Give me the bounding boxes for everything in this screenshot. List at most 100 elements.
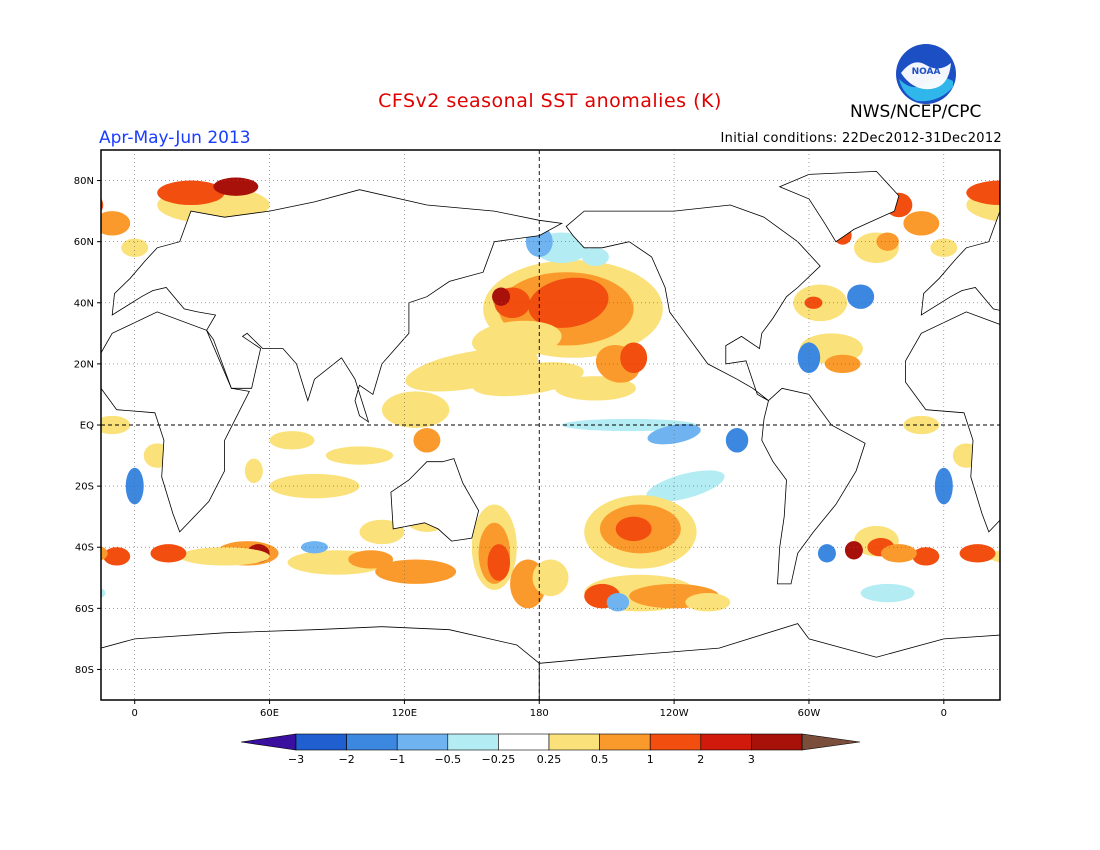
lat-tick-label: 80S	[75, 665, 94, 676]
anomaly-patch	[375, 559, 457, 584]
colorbar-bin	[346, 733, 398, 751]
anomaly-patch	[325, 446, 394, 465]
lat-tick-label: EQ	[80, 421, 94, 432]
anomaly-patch	[38, 284, 65, 308]
land-australia	[390, 458, 480, 542]
colorbar-label: 3	[748, 753, 755, 766]
chart-title: CFSv2 seasonal SST anomalies (K)	[378, 90, 722, 112]
colorbar-bin	[498, 733, 550, 751]
colorbar-bin	[751, 733, 803, 751]
land-antarctica	[538, 623, 1000, 700]
anomaly-patch	[36, 541, 54, 559]
anomaly-patch	[9, 544, 27, 562]
anomaly-patch	[0, 343, 11, 374]
anomaly-patch	[903, 211, 940, 236]
anomaly-patch	[269, 431, 315, 450]
land-antarctica	[101, 626, 540, 700]
anomaly-patch	[606, 593, 630, 612]
anomaly-patch	[847, 284, 875, 309]
anomaly-patch	[532, 559, 569, 597]
colorbar-label: −2	[338, 753, 354, 766]
land-greenland	[778, 170, 900, 243]
anomaly-patch	[179, 547, 270, 566]
anomaly-patch	[213, 177, 259, 196]
colorbar-label: 0.5	[591, 753, 609, 766]
colorbar-bin	[700, 733, 752, 751]
lon-tick-label: 0	[132, 708, 138, 719]
anomaly-patch	[101, 198, 104, 212]
land-africa	[101, 311, 250, 533]
noaa-logo: NOAA	[896, 44, 956, 104]
lat-tick-label: 40N	[74, 298, 94, 309]
organization-label: NWS/NCEP/CPC	[850, 102, 982, 122]
lat-tick-label: 80N	[74, 176, 94, 187]
anomaly-patch	[966, 180, 1000, 205]
anomaly-patch	[121, 238, 149, 257]
colorbar-label: −3	[288, 753, 304, 766]
anomaly-patch	[25, 226, 43, 244]
anomaly-patch	[492, 287, 511, 306]
lat-tick-label: 20N	[74, 359, 94, 370]
anomaly-patch	[880, 544, 917, 563]
colorbar-label: 2	[697, 753, 704, 766]
anomaly-patch	[797, 342, 821, 374]
anomaly-patch	[381, 391, 450, 429]
colorbar-label: −1	[389, 753, 405, 766]
gridlines	[101, 150, 1000, 700]
anomaly-patch	[620, 342, 648, 374]
lat-tick-label: 60S	[75, 604, 94, 615]
anomaly-patch	[930, 238, 958, 257]
anomaly-patch	[876, 232, 899, 251]
anomaly-patch	[912, 547, 940, 566]
anomaly-patch	[817, 544, 836, 563]
anomaly-patch	[150, 544, 187, 563]
anomaly-patch	[725, 428, 749, 453]
anomaly-patch	[685, 593, 731, 612]
colorbar-label: 1	[647, 753, 654, 766]
land-south-america	[0, 388, 56, 584]
lon-tick-label: 0	[941, 708, 947, 719]
anomaly-patch	[824, 354, 861, 374]
anomaly-patch	[101, 546, 108, 561]
anomaly-patch	[405, 348, 539, 392]
forecast-period: Apr-May-Jun 2013	[99, 128, 251, 148]
anomaly-patch	[103, 547, 131, 566]
lat-tick-label: 60N	[74, 237, 94, 248]
colorbar-label: −0.25	[482, 753, 516, 766]
colorbar-bin	[548, 733, 600, 751]
anomaly-patch	[348, 550, 394, 569]
anomaly-patch	[101, 211, 131, 236]
colorbar-bin	[649, 733, 702, 751]
colorbar-bin	[599, 733, 651, 751]
anomaly-patch	[615, 516, 652, 542]
land-eurasia	[920, 210, 1000, 316]
colorbar-high-arrow	[801, 733, 861, 751]
anomaly-patch	[860, 583, 915, 603]
lon-tick-label: 120W	[660, 708, 689, 719]
lon-tick-label: 180	[530, 708, 549, 719]
anomaly-patch	[413, 428, 441, 453]
lat-tick-label: 40S	[75, 543, 94, 554]
land-eurasia	[111, 189, 563, 423]
colorbar-bin	[396, 733, 449, 751]
colorbar-label: −0.5	[434, 753, 461, 766]
lon-tick-label: 60E	[260, 708, 279, 719]
colorbar-bin	[295, 733, 347, 751]
colorbar: −3 −2 −1 −0.5 −0.25 0.25 0.5 1 2 3	[240, 733, 861, 766]
anomaly-patch	[487, 544, 511, 581]
anomaly-patch	[16, 355, 52, 373]
anomaly-patch	[101, 587, 106, 599]
land-africa	[905, 311, 1000, 533]
anomaly-patch	[959, 544, 996, 563]
anomaly-patch	[581, 247, 609, 267]
initial-conditions: Initial conditions: 22Dec2012-31Dec2012	[720, 131, 1002, 146]
colorbar-label: 0.25	[537, 753, 562, 766]
lon-tick-label: 120E	[392, 708, 417, 719]
anomaly-patch	[0, 297, 13, 309]
colorbar-bin	[447, 733, 499, 751]
anomaly-patch	[269, 473, 360, 499]
anomaly-patch	[301, 541, 328, 554]
anomaly-patch	[528, 277, 609, 328]
colorbar-low-arrow	[240, 733, 297, 751]
